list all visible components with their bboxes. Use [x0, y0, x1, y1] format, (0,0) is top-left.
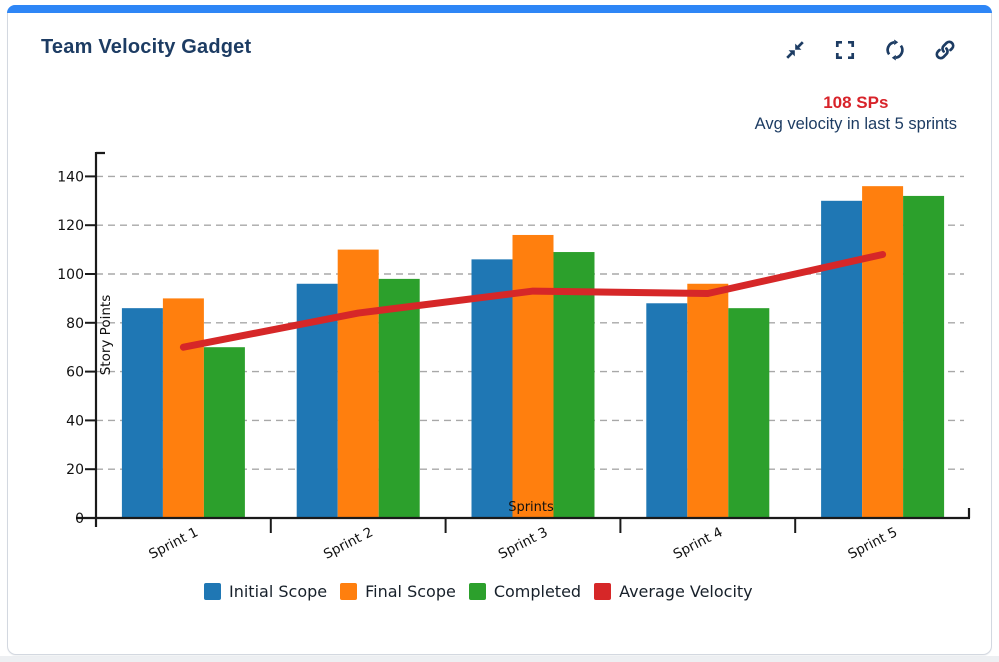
y-axis-title: Story Points [98, 295, 114, 376]
legend-label: Completed [493, 582, 582, 601]
legend-label: Final Scope [365, 582, 456, 601]
y-tick-label: 80 [66, 316, 84, 332]
bar-final-scope-s3[interactable] [512, 234, 554, 518]
collapse-icon [786, 41, 804, 59]
x-axis-title: Sprints [508, 500, 554, 515]
velocity-summary: 108 SPs Avg velocity in last 5 sprints [755, 92, 957, 136]
legend-item-average-velocity[interactable]: Average Velocity [594, 582, 753, 601]
bar-final-scope-s4[interactable] [687, 283, 729, 518]
bar-final-scope-s2[interactable] [337, 249, 379, 518]
refresh-icon [886, 39, 904, 61]
x-category-label: Sprint 2 [321, 524, 376, 562]
legend-item-completed[interactable]: Completed [468, 582, 582, 601]
bar-initial-scope-s4[interactable] [646, 303, 688, 518]
link-button[interactable] [933, 38, 957, 62]
bar-completed-s1[interactable] [203, 347, 245, 518]
avg-velocity-caption: Avg velocity in last 5 sprints [754, 115, 957, 134]
gadget-header: Team Velocity Gadget [8, 6, 991, 62]
fullscreen-icon [835, 40, 855, 60]
legend-item-initial-scope[interactable]: Initial Scope [204, 582, 327, 601]
fullscreen-button[interactable] [833, 38, 857, 62]
bar-initial-scope-s1[interactable] [121, 308, 163, 518]
card-accent-bar [7, 5, 992, 13]
legend-swatch-initial-scope [204, 583, 221, 600]
x-category-label: Sprint 3 [496, 524, 551, 562]
bar-completed-s5[interactable] [903, 195, 945, 519]
velocity-chart: 0 20 40 60 80 100 120 140 Sprint 1 Sprint 2 Sprint… [57, 151, 971, 563]
refresh-button[interactable] [883, 38, 907, 62]
y-tick-label: 140 [57, 169, 84, 185]
bar-final-scope-s5[interactable] [862, 186, 904, 518]
x-category-label: Sprint 1 [146, 524, 201, 562]
avg-velocity-value: 108 SPs [823, 93, 889, 112]
y-tick-label: 60 [66, 365, 84, 381]
y-tick-label: 0 [75, 511, 84, 527]
legend-label: Initial Scope [229, 582, 328, 601]
bar-initial-scope-s5[interactable] [821, 200, 863, 519]
bar-initial-scope-s3[interactable] [471, 259, 513, 518]
x-category-label: Sprint 5 [845, 524, 900, 562]
legend-swatch-completed [468, 583, 486, 600]
bar-completed-s2[interactable] [378, 278, 420, 518]
y-tick-label: 20 [66, 462, 84, 478]
collapse-button[interactable] [783, 38, 807, 62]
chart-legend: Initial Scope Final Scope Completed Average… [204, 582, 753, 601]
y-tick-label: 120 [57, 218, 84, 234]
x-category-label: Sprint 4 [671, 524, 726, 562]
y-tick-label: 40 [66, 413, 84, 429]
link-icon [935, 40, 955, 60]
bar-final-scope-s1[interactable] [162, 298, 204, 518]
legend-item-final-scope[interactable]: Final Scope [340, 582, 456, 601]
y-tick-label: 100 [57, 267, 84, 283]
chart-axes [76, 151, 971, 527]
legend-swatch-average-velocity [594, 583, 612, 600]
team-velocity-gadget-card: Team Velocity Gadget [7, 5, 992, 655]
gadget-title: Team Velocity Gadget [41, 36, 252, 58]
gadget-toolbar [783, 38, 957, 62]
bar-completed-s3[interactable] [553, 252, 595, 519]
legend-label: Average Velocity [619, 582, 753, 601]
line-average-velocity [179, 250, 887, 351]
legend-swatch-final-scope [340, 583, 358, 600]
bar-completed-s4[interactable] [728, 308, 770, 518]
